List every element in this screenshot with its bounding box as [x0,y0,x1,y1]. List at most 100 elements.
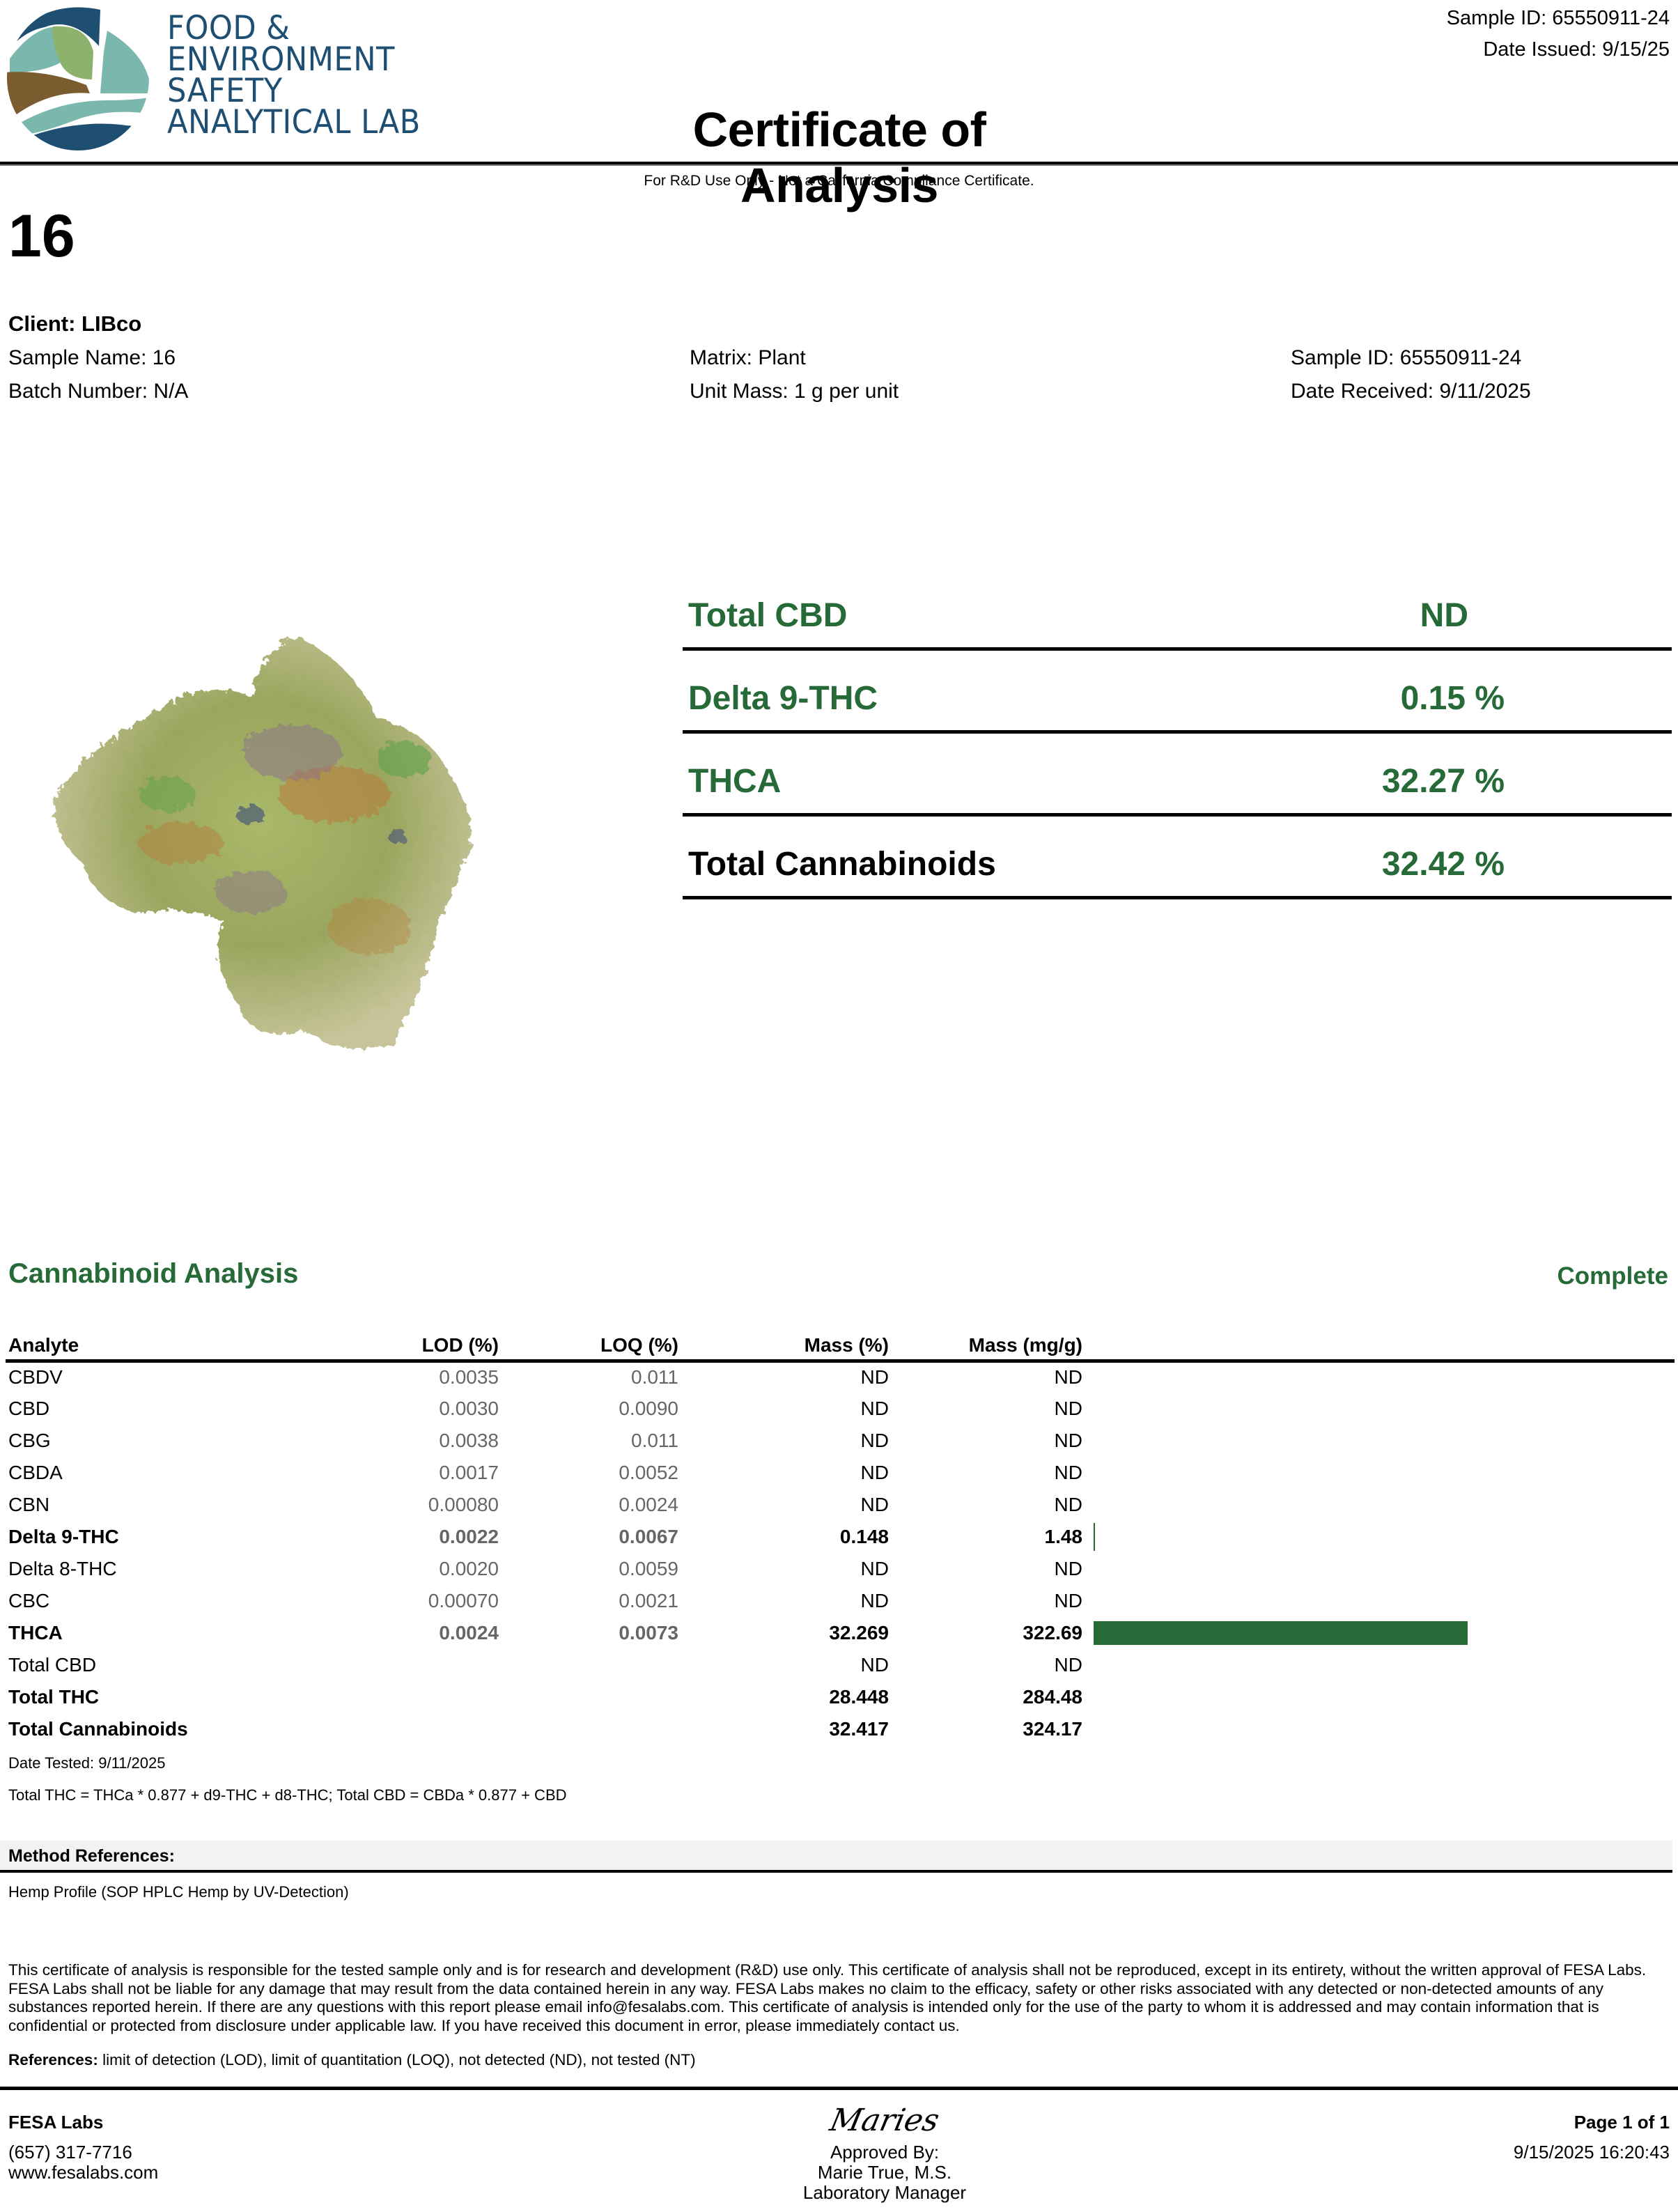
cell-mass-pct: ND [860,1430,889,1451]
cell-mass-pct: ND [860,1398,889,1419]
column-header-bar [1085,1327,1675,1363]
method-references-label: Method References: [8,1846,175,1866]
logo-text-line: ANALYTICAL LAB [167,103,421,141]
total-formula: Total THC = THCa * 0.877 + d9-THC + d8-T… [8,1786,567,1804]
cell-bar [1085,1489,1675,1521]
cell-mass-pct: ND [860,1494,889,1515]
footer-company: FESA Labs [8,2112,104,2133]
cell-analyte: Delta 9-THC [8,1526,119,1547]
summary-row-delta9-thc: Delta 9-THC 0.15 % [683,651,1672,734]
mass-bar [1094,1621,1468,1646]
cell-analyte: CBN [8,1494,50,1515]
references-line: References: limit of detection (LOD), li… [8,2051,696,2069]
report-timestamp: 9/15/2025 16:20:43 [1513,2142,1670,2163]
cell-bar [1085,1425,1675,1457]
cell-loq: 0.011 [631,1430,678,1451]
cannabinoid-results-table: Analyte LOD (%) LOQ (%) Mass (%) Mass (m… [6,1327,1675,1745]
method-references-header: Method References: [0,1841,1672,1873]
column-header-mass-pct: Mass (%) [681,1327,892,1363]
cell-mass-mg: 322.69 [1023,1622,1082,1643]
cell-analyte: THCA [8,1622,63,1643]
cell-bar [1085,1585,1675,1617]
summary-value: 32.27 % [1381,763,1505,800]
cell-mass-mg: 284.48 [1023,1686,1082,1708]
cell-mass-mg: ND [1054,1494,1082,1515]
cell-mass-mg: ND [1054,1398,1082,1419]
date-tested: Date Tested: 9/11/2025 [8,1754,166,1772]
cell-analyte: Delta 8-THC [8,1558,117,1579]
cell-mass-pct: ND [860,1558,889,1579]
cell-loq [502,1713,681,1745]
cell-bar [1085,1713,1675,1745]
footer-website[interactable]: www.fesalabs.com [8,2162,159,2183]
cell-mass-pct: ND [860,1366,889,1389]
date-received-field: Date Received: 9/11/2025 [1291,380,1531,403]
page-number: Page 1 of 1 [1574,2112,1670,2133]
references-label: References: [8,2051,98,2068]
summary-row-total-cannabinoids: Total Cannabinoids 32.42 % [683,817,1672,899]
cell-loq: 0.0067 [619,1526,678,1547]
summary-value: 32.42 % [1381,846,1505,883]
logo-text-line: FOOD & [167,9,290,47]
cell-lod [396,1713,502,1745]
cell-analyte: Total CBD [8,1654,97,1676]
logo-text-line: SAFETY [167,72,283,110]
cell-mass-mg: ND [1054,1590,1082,1611]
cell-bar [1085,1617,1675,1649]
approver-title: Laboratory Manager [802,2182,967,2203]
cell-analyte: Total Cannabinoids [8,1718,188,1740]
mass-bar [1094,1523,1095,1551]
cell-mass-pct: 28.448 [829,1686,889,1708]
section-title-cannabinoid-analysis: Cannabinoid Analysis [8,1258,299,1289]
cell-mass-mg: ND [1054,1430,1082,1451]
cell-loq: 0.0052 [619,1462,678,1483]
table-row: Total Cannabinoids 32.417 324.17 [6,1713,1675,1745]
header-sample-id: Sample ID: 65550911-24 [1446,7,1670,29]
cell-analyte: CBDA [8,1462,63,1483]
table-row: CBDV 0.0035 0.011 ND ND [6,1361,1675,1393]
cell-bar [1085,1521,1675,1553]
cell-analyte: CBD [8,1398,50,1419]
summary-value: 0.15 % [1400,680,1505,717]
table-row: Delta 8-THC 0.0020 0.0059 ND ND [6,1553,1675,1585]
table-row: Delta 9-THC 0.0022 0.0067 0.148 1.48 [6,1521,1675,1553]
approved-by-label: Approved By: [830,2142,940,2163]
matrix-field: Matrix: Plant [690,346,806,369]
disclaimer-text: This certificate of analysis is responsi… [8,1961,1647,2034]
cell-mass-pct: ND [860,1462,889,1483]
cell-lod: 0.0022 [439,1526,499,1547]
cell-mass-pct: 32.269 [829,1622,889,1643]
cell-lod: 0.00080 [428,1494,499,1515]
column-header-mass-mg: Mass (mg/g) [892,1327,1085,1363]
table-row: CBDA 0.0017 0.0052 ND ND [6,1457,1675,1489]
summary-label: Total CBD [688,597,848,634]
table-row: Total CBD ND ND [6,1649,1675,1681]
cell-loq: 0.0090 [619,1398,678,1419]
cell-analyte: CBG [8,1430,51,1451]
cell-bar [1085,1553,1675,1585]
cell-lod: 0.0030 [439,1398,499,1419]
cell-loq: 0.0059 [619,1558,678,1579]
method-reference-text: Hemp Profile (SOP HPLC Hemp by UV-Detect… [8,1883,349,1901]
cell-analyte: Total THC [8,1686,100,1708]
column-header-analyte: Analyte [6,1327,396,1363]
cell-mass-pct: 32.417 [829,1718,889,1740]
cell-mass-pct: 0.148 [839,1526,889,1547]
client-name: Client: LIBco [8,311,142,336]
column-header-loq: LOQ (%) [502,1327,681,1363]
header-date-issued: Date Issued: 9/15/25 [1483,38,1670,61]
table-row: CBC 0.00070 0.0021 ND ND [6,1585,1675,1617]
cell-mass-mg: ND [1054,1462,1082,1483]
sample-name-heading: 16 [8,203,75,270]
summary-label: THCA [688,763,782,800]
cell-lod: 0.0038 [439,1430,499,1451]
footer-divider [0,2087,1678,2090]
table-row: CBD 0.0030 0.0090 ND ND [6,1393,1675,1425]
table-row: CBN 0.00080 0.0024 ND ND [6,1489,1675,1521]
cell-mass-mg: ND [1054,1654,1082,1676]
cell-lod: 0.0024 [439,1622,499,1643]
cell-lod: 0.0035 [439,1366,499,1389]
unit-mass-field: Unit Mass: 1 g per unit [690,380,899,403]
cannabis-bud-image-icon [54,638,472,1050]
sample-photo [42,613,529,1101]
